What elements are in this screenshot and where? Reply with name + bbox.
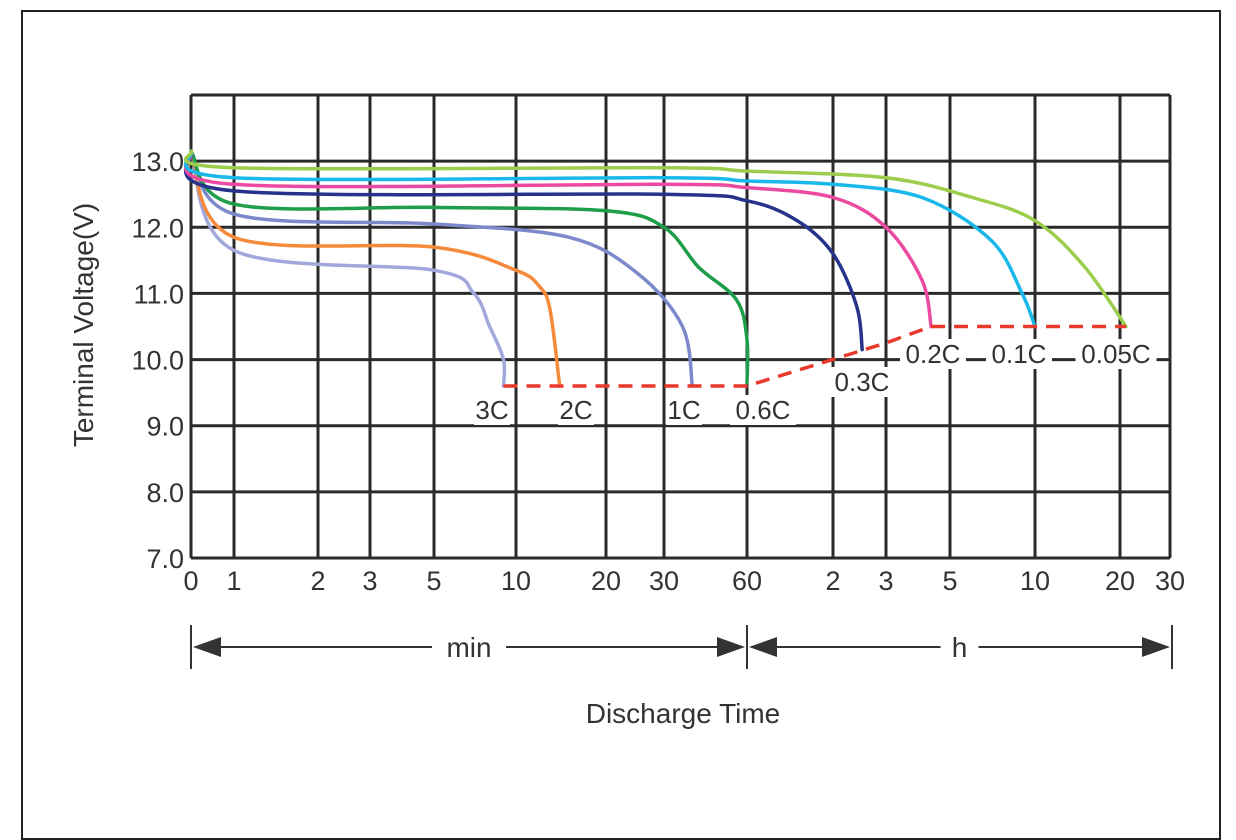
y-tick-label: 8.0 (146, 478, 184, 508)
y-tick-label: 7.0 (146, 544, 184, 574)
range-label-bg (432, 627, 506, 667)
annotation-bg (666, 395, 702, 425)
arrow-left-icon (193, 637, 221, 657)
y-tick-label: 12.0 (131, 213, 184, 243)
x-tick-label: 0 (183, 566, 198, 596)
annotation-bg (986, 339, 1052, 369)
annotation-bg (558, 395, 594, 425)
y-tick-label: 9.0 (146, 412, 184, 442)
time-range-bar: min h (190, 625, 1173, 669)
series-annotation: 2C (559, 395, 592, 425)
arrow-right-icon (1142, 637, 1170, 657)
x-tick-label: 3 (362, 566, 377, 596)
annotation-bg (730, 395, 796, 425)
arrow-right-icon (717, 637, 745, 657)
y-tick-label: 10.0 (131, 346, 184, 376)
arrow-left-icon (749, 637, 777, 657)
x-tick-label: 20 (1105, 566, 1135, 596)
range-label-bg (940, 627, 979, 667)
x-tick-label: 10 (501, 566, 531, 596)
x-axis-label: Discharge Time (586, 698, 781, 729)
series-annotation: 0.3C (835, 367, 890, 397)
series-line-0_2C (183, 149, 933, 329)
series-line-0_6C (189, 149, 750, 385)
series-annotation: 0.1C (992, 339, 1047, 369)
x-tick-label: 20 (591, 566, 621, 596)
series-annotation: 0.6C (736, 395, 791, 425)
series-annotation: 3C (475, 395, 508, 425)
series-line-0_05C (183, 149, 1128, 329)
series-line-3C (189, 149, 507, 388)
series-annotation: 0.2C (906, 339, 961, 369)
range-label: h (952, 632, 968, 663)
series-group (183, 149, 1128, 388)
annotation-bg (474, 395, 510, 425)
series-line-0_1C (183, 149, 1037, 329)
y-tick-label: 13.0 (131, 147, 184, 177)
label-group: 7.0 8.0 9.0 10.0 11.0 12.0 13.0 0 1 2 3 5 10 20 30 60 2 3… (131, 147, 1185, 596)
x-tick-label: 5 (426, 566, 441, 596)
x-tick-label: 60 (732, 566, 762, 596)
series-line-2C (189, 149, 562, 388)
annotation-bg (829, 367, 895, 397)
x-tick-label: 2 (825, 566, 840, 596)
annotation-bg (900, 339, 966, 369)
x-tick-label: 1 (226, 566, 241, 596)
x-tick-label: 30 (1155, 566, 1185, 596)
cutoff-dashed-line (503, 324, 1126, 388)
x-tick-label: 5 (942, 566, 957, 596)
x-tick-label: 2 (310, 566, 325, 596)
series-annotation: 1C (667, 395, 700, 425)
annotation-bg (1075, 339, 1157, 369)
y-tick-label: 11.0 (133, 279, 184, 309)
discharge-chart: 7.0 8.0 9.0 10.0 11.0 12.0 13.0 0 1 2 3 5 10 20 30 60 2 3… (68, 93, 1185, 729)
range-label: min (446, 632, 491, 663)
series-annotation: 0.05C (1081, 339, 1150, 369)
x-tick-label: 10 (1020, 566, 1050, 596)
series-line-0_3C (183, 149, 864, 352)
x-tick-label: 30 (649, 566, 679, 596)
y-axis-label: Terminal Voltage(V) (68, 203, 99, 447)
series-line-1C (189, 149, 695, 388)
x-tick-label: 3 (878, 566, 893, 596)
